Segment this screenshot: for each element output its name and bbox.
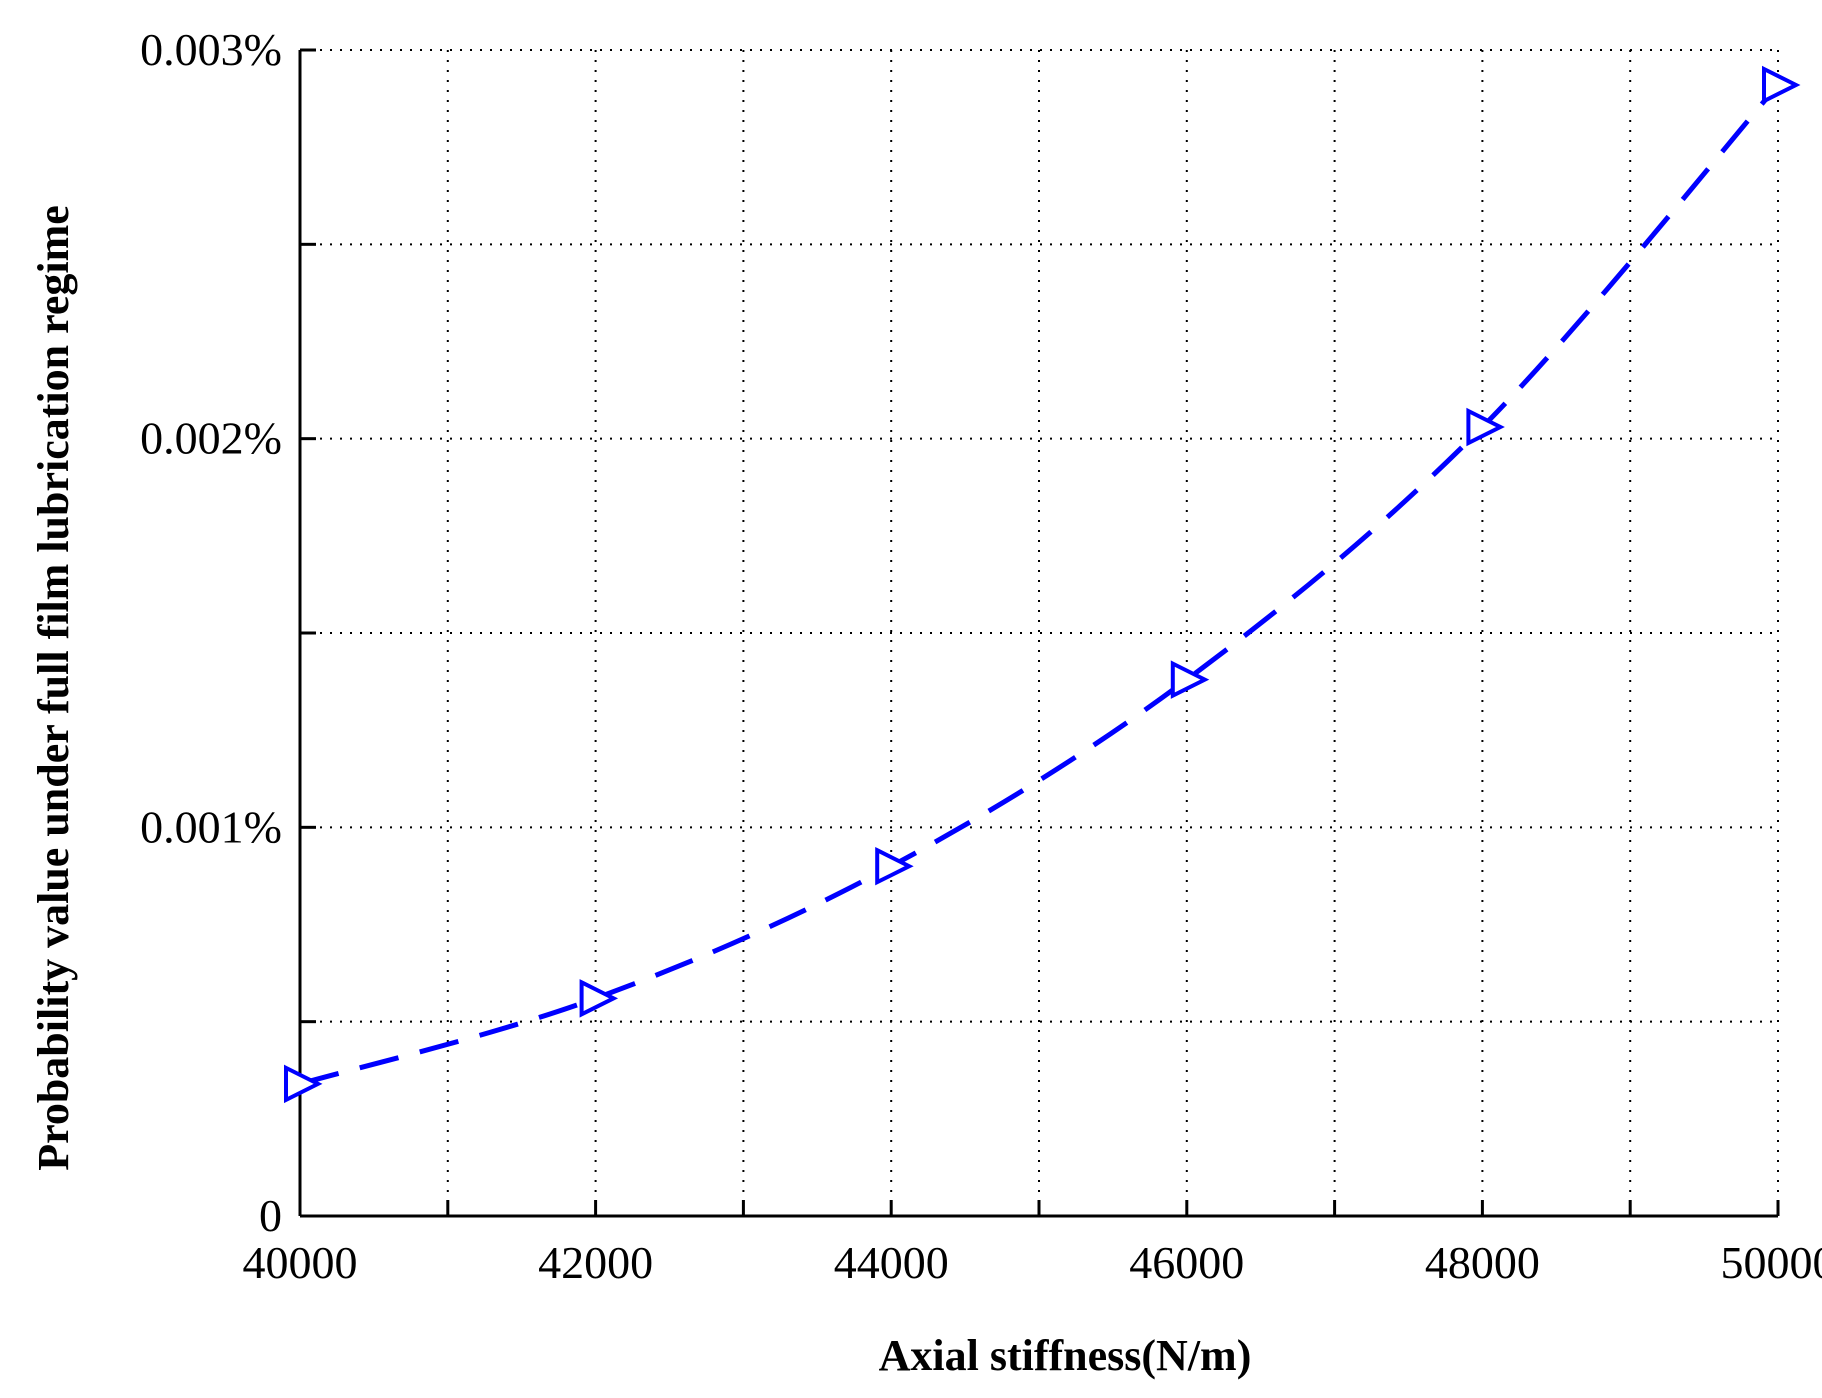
y-tick-label: 0 [259, 1190, 282, 1241]
y-tick-labels: 0 0.001% 0.002% 0.003% [140, 24, 282, 1241]
data-point-marker [284, 1064, 323, 1104]
data-point-marker [875, 846, 914, 886]
x-axis-title: Axial stiffness(N/m) [879, 1331, 1252, 1380]
x-tick-label: 40000 [243, 1237, 358, 1288]
data-series [284, 65, 1801, 1104]
data-point-marker [579, 979, 619, 1018]
x-tick-label: 46000 [1129, 1237, 1244, 1288]
tick-marks [298, 48, 1780, 1218]
data-point-marker [1170, 660, 1210, 699]
data-point-marker [1762, 65, 1801, 105]
x-tick-label: 42000 [538, 1237, 653, 1288]
series-line [299, 83, 1780, 1087]
y-tick-label: 0.001% [140, 801, 282, 852]
y-tick-label: 0.003% [140, 24, 282, 75]
y-axis-title: Probability value under full film lubric… [29, 205, 78, 1171]
data-point-marker [1466, 407, 1505, 447]
grid-lines [300, 49, 1779, 1216]
x-tick-label: 44000 [834, 1237, 949, 1288]
y-tick-label: 0.002% [140, 413, 282, 464]
x-tick-label: 48000 [1425, 1237, 1540, 1288]
